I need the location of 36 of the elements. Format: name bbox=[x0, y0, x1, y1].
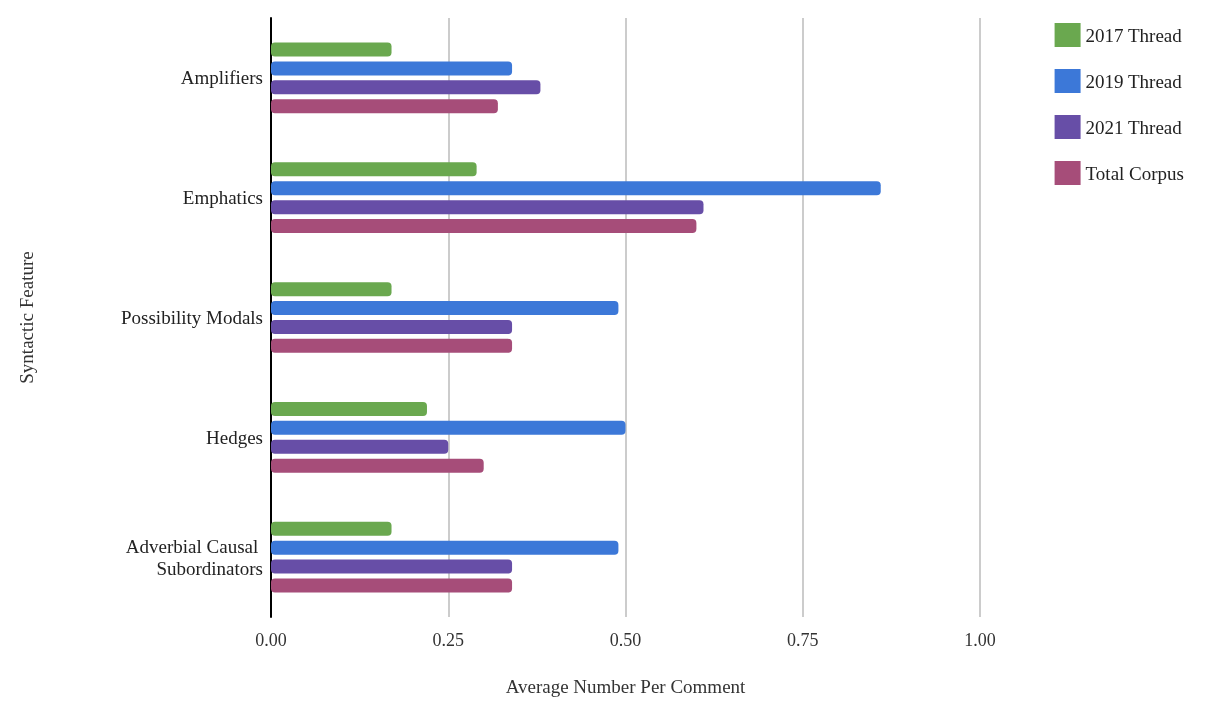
bar bbox=[271, 200, 704, 215]
bar bbox=[271, 521, 392, 536]
legend-label: 2021 Thread bbox=[1085, 116, 1183, 138]
bar bbox=[271, 540, 619, 555]
bar bbox=[271, 99, 498, 114]
y-axis-title: Syntactic Feature bbox=[16, 251, 37, 384]
x-tick-label: 0.00 bbox=[255, 630, 287, 650]
y-tick-label: Possibility Modals bbox=[121, 307, 263, 328]
legend-label: 2019 Thread bbox=[1085, 70, 1183, 92]
bar bbox=[271, 301, 619, 316]
bar bbox=[271, 559, 513, 574]
x-tick-label: 0.25 bbox=[432, 630, 464, 650]
bar bbox=[271, 420, 626, 435]
bar bbox=[271, 80, 541, 95]
y-tick-label: Hedges bbox=[206, 426, 263, 448]
y-tick-label: Amplifiers bbox=[180, 67, 263, 89]
bar bbox=[271, 319, 513, 334]
bar bbox=[271, 219, 697, 234]
x-tick-label: 0.75 bbox=[787, 630, 819, 650]
y-tick-label: Emphatics bbox=[182, 187, 263, 209]
x-tick-label: 0.50 bbox=[609, 630, 642, 650]
x-axis-title: Average Number Per Comment bbox=[505, 676, 747, 697]
y-tick-label: Adverbial Causal Subordinators bbox=[125, 535, 263, 579]
bar bbox=[271, 42, 392, 57]
bar bbox=[271, 439, 449, 454]
bar bbox=[271, 162, 477, 177]
bar bbox=[271, 181, 881, 196]
x-tick-label: 1.00 bbox=[964, 630, 996, 650]
bar bbox=[271, 578, 513, 593]
bar bbox=[271, 458, 484, 473]
bar bbox=[271, 401, 427, 416]
bar bbox=[271, 338, 513, 353]
bar bbox=[271, 282, 392, 297]
bar bbox=[271, 61, 513, 76]
legend-label: Total Corpus bbox=[1085, 162, 1185, 184]
legend-label: 2017 Thread bbox=[1085, 24, 1183, 46]
